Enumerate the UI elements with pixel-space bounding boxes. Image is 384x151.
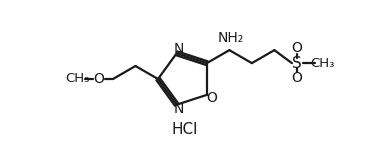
Text: O: O [94, 72, 104, 86]
Text: S: S [292, 56, 302, 71]
Text: HCl: HCl [172, 122, 198, 137]
Text: CH₃: CH₃ [311, 57, 335, 70]
Text: N: N [174, 102, 184, 116]
Text: O: O [207, 91, 217, 105]
Text: N: N [174, 42, 184, 56]
Text: CH₃: CH₃ [65, 72, 89, 85]
Text: O: O [291, 41, 302, 55]
Text: NH₂: NH₂ [217, 31, 243, 45]
Text: O: O [291, 71, 302, 85]
